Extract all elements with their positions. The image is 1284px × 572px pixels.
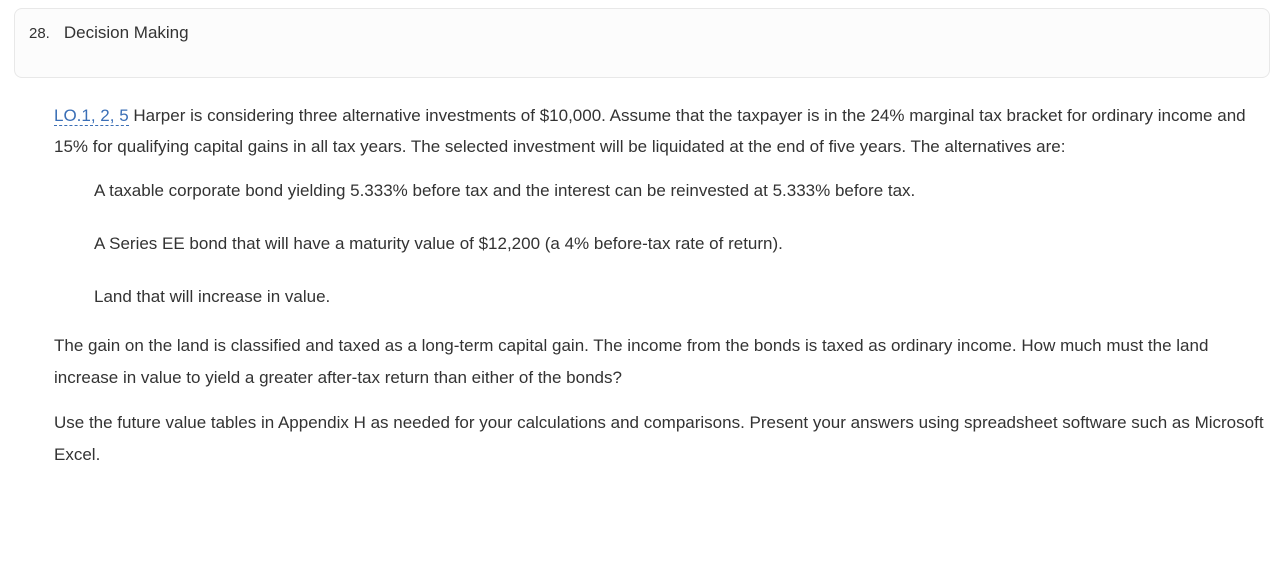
question-number: 28. xyxy=(29,23,50,42)
intro-text: Harper is considering three alternative … xyxy=(54,106,1246,156)
followup-paragraph-2: Use the future value tables in Appendix … xyxy=(54,407,1264,470)
question-header: 28. Decision Making xyxy=(14,8,1270,78)
question-title: Decision Making xyxy=(64,23,189,43)
list-item: A Series EE bond that will have a maturi… xyxy=(94,230,1264,257)
question-page: 28. Decision Making LO.1, 2, 5 Harper is… xyxy=(0,0,1284,504)
question-body: LO.1, 2, 5 Harper is considering three a… xyxy=(14,100,1270,470)
alternatives-list: A taxable corporate bond yielding 5.333%… xyxy=(54,177,1264,311)
intro-paragraph: LO.1, 2, 5 Harper is considering three a… xyxy=(54,100,1264,163)
learning-objective-link[interactable]: LO.1, 2, 5 xyxy=(54,106,129,126)
followup-paragraph-1: The gain on the land is classified and t… xyxy=(54,330,1264,393)
list-item: A taxable corporate bond yielding 5.333%… xyxy=(94,177,1264,204)
list-item: Land that will increase in value. xyxy=(94,283,1264,310)
